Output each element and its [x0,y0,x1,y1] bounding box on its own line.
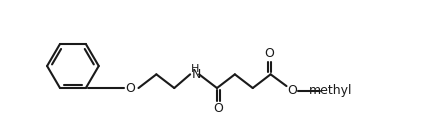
Text: O: O [287,84,297,97]
Text: H: H [191,64,199,74]
Text: O: O [264,47,274,60]
Text: methyl: methyl [309,84,352,97]
Text: O: O [214,102,223,115]
Text: N: N [191,68,201,81]
Text: O: O [126,82,136,95]
